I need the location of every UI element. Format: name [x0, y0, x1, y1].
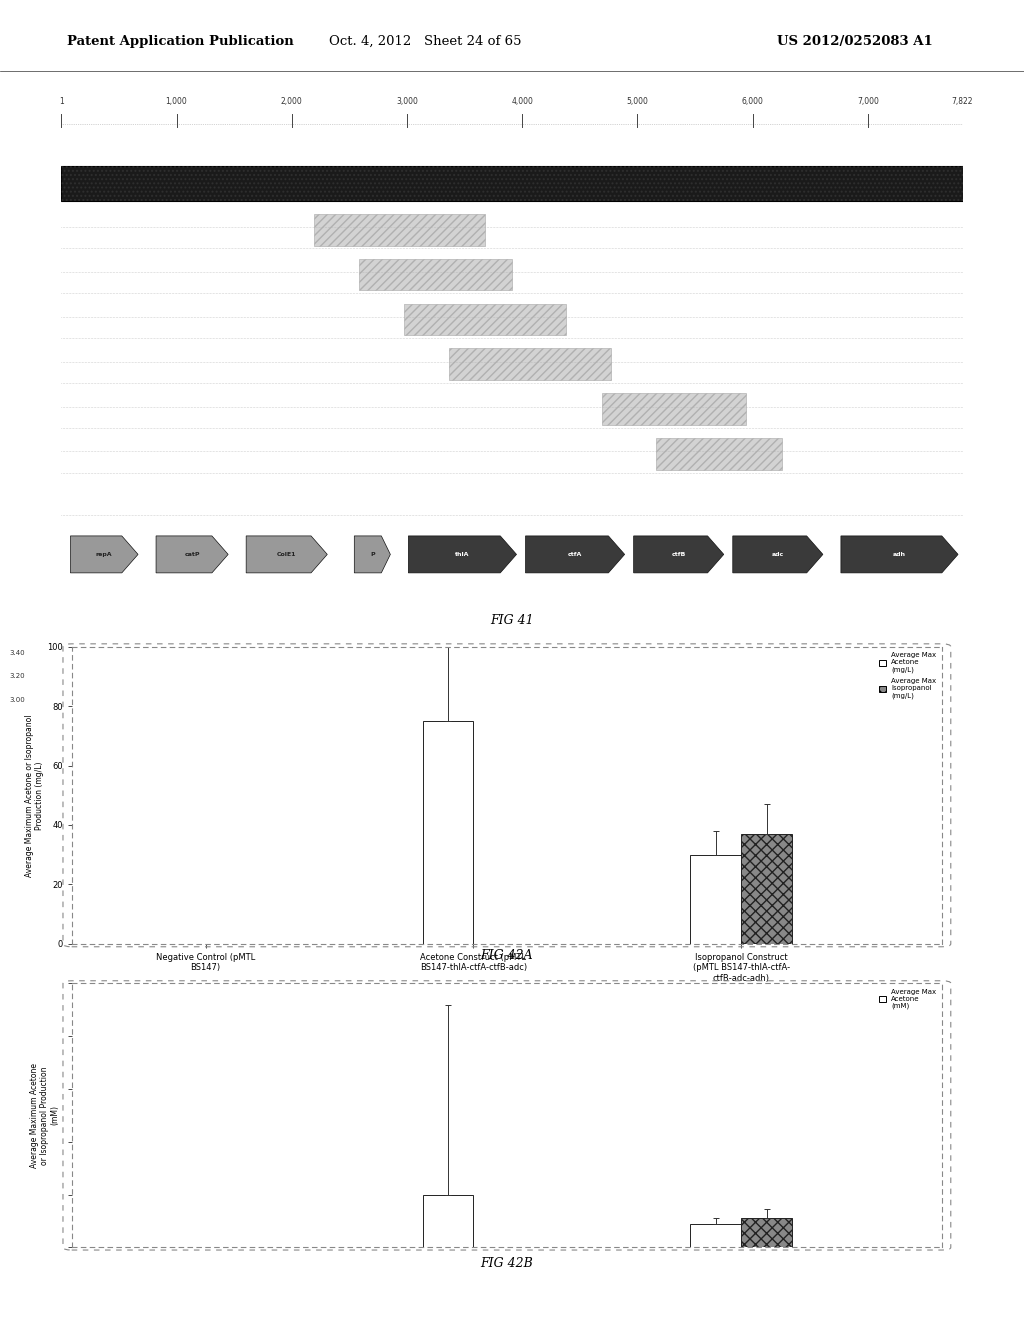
Polygon shape [156, 536, 228, 573]
Polygon shape [354, 536, 390, 573]
Bar [61, 166, 963, 201]
Text: FIG 42B: FIG 42B [480, 1257, 534, 1270]
Text: 3,000: 3,000 [396, 96, 418, 106]
Text: 7,000: 7,000 [857, 96, 879, 106]
Text: ColE1: ColE1 [276, 552, 297, 557]
Text: ctfA: ctfA [568, 552, 583, 557]
Polygon shape [525, 536, 625, 573]
Polygon shape [841, 536, 958, 573]
Text: repA: repA [96, 552, 113, 557]
Polygon shape [733, 536, 823, 573]
Bar [423, 721, 473, 944]
Text: catP: catP [184, 552, 200, 557]
Bar [602, 393, 746, 425]
Bar [449, 348, 611, 380]
Bar [741, 1218, 793, 1247]
Bar [358, 259, 512, 290]
Legend: Average Max
Acetone
(mg/L), Average Max
Isopropanol
(mg/L): Average Max Acetone (mg/L), Average Max … [877, 651, 939, 701]
Text: ctfB: ctfB [672, 552, 686, 557]
Text: FIG 41: FIG 41 [490, 614, 534, 627]
Y-axis label: Average Maximum Acetone or Isopropanol
Production (mg/L): Average Maximum Acetone or Isopropanol P… [25, 714, 44, 876]
Text: US 2012/0252083 A1: US 2012/0252083 A1 [777, 34, 933, 48]
Text: 7,822: 7,822 [952, 96, 973, 106]
Text: 1,000: 1,000 [166, 96, 187, 106]
Text: adh: adh [893, 552, 906, 557]
Polygon shape [246, 536, 328, 573]
Text: adc: adc [772, 552, 784, 557]
Text: 2,000: 2,000 [281, 96, 303, 106]
Polygon shape [634, 536, 724, 573]
Bar [313, 214, 485, 246]
Bar [690, 855, 741, 944]
Text: P: P [370, 552, 375, 557]
Bar [423, 1195, 473, 1247]
Bar [403, 304, 566, 335]
Legend: Average Max
Acetone
(mM): Average Max Acetone (mM) [877, 987, 939, 1011]
Text: 1: 1 [59, 96, 63, 106]
Text: thlA: thlA [456, 552, 470, 557]
Text: 6,000: 6,000 [741, 96, 764, 106]
Text: FIG 42A: FIG 42A [480, 949, 534, 962]
Y-axis label: Average Maximum Acetone
or Isopropanol Production
(mM): Average Maximum Acetone or Isopropanol P… [30, 1063, 59, 1168]
Bar [741, 834, 793, 944]
Polygon shape [409, 536, 516, 573]
Text: 3.00: 3.00 [9, 697, 25, 704]
Text: 3.40: 3.40 [9, 649, 25, 656]
Bar [656, 438, 782, 470]
Text: 3.20: 3.20 [9, 673, 25, 680]
Text: 4,000: 4,000 [511, 96, 534, 106]
Polygon shape [71, 536, 138, 573]
Text: 5,000: 5,000 [627, 96, 648, 106]
Bar [61, 166, 963, 201]
Text: Patent Application Publication: Patent Application Publication [67, 34, 293, 48]
Bar [690, 1224, 741, 1247]
Text: Oct. 4, 2012   Sheet 24 of 65: Oct. 4, 2012 Sheet 24 of 65 [329, 34, 521, 48]
